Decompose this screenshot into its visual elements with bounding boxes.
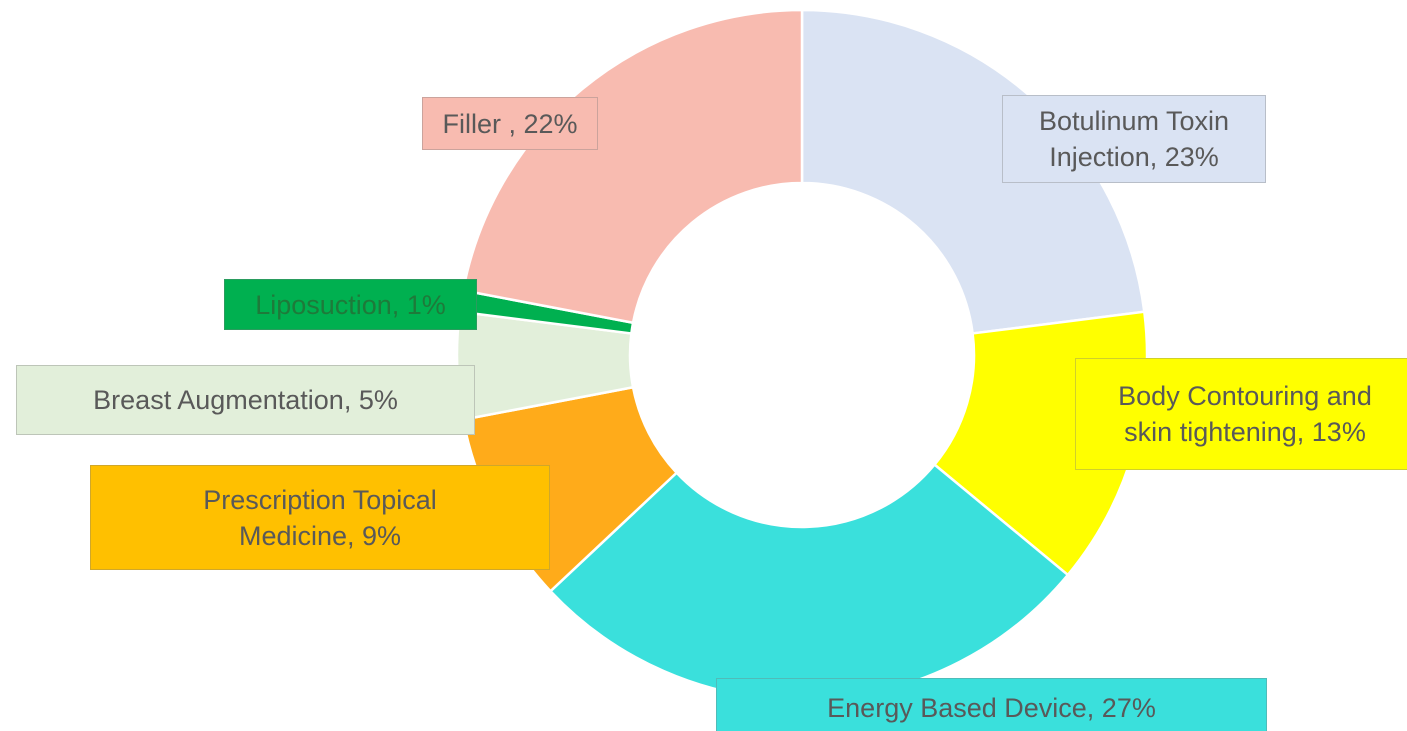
data-label: Body Contouring and skin tightening, 13%	[1075, 358, 1407, 470]
data-label: Liposuction, 1%	[224, 279, 477, 330]
data-label: Filler , 22%	[422, 97, 598, 150]
donut-slice	[461, 8, 804, 325]
data-label: Breast Augmentation, 5%	[16, 365, 475, 435]
donut-slice	[548, 462, 1070, 702]
donut-slice	[800, 8, 1146, 335]
data-label: Botulinum Toxin Injection, 23%	[1002, 95, 1266, 183]
data-label: Prescription Topical Medicine, 9%	[90, 465, 550, 570]
data-label: Energy Based Device, 27%	[716, 678, 1267, 731]
